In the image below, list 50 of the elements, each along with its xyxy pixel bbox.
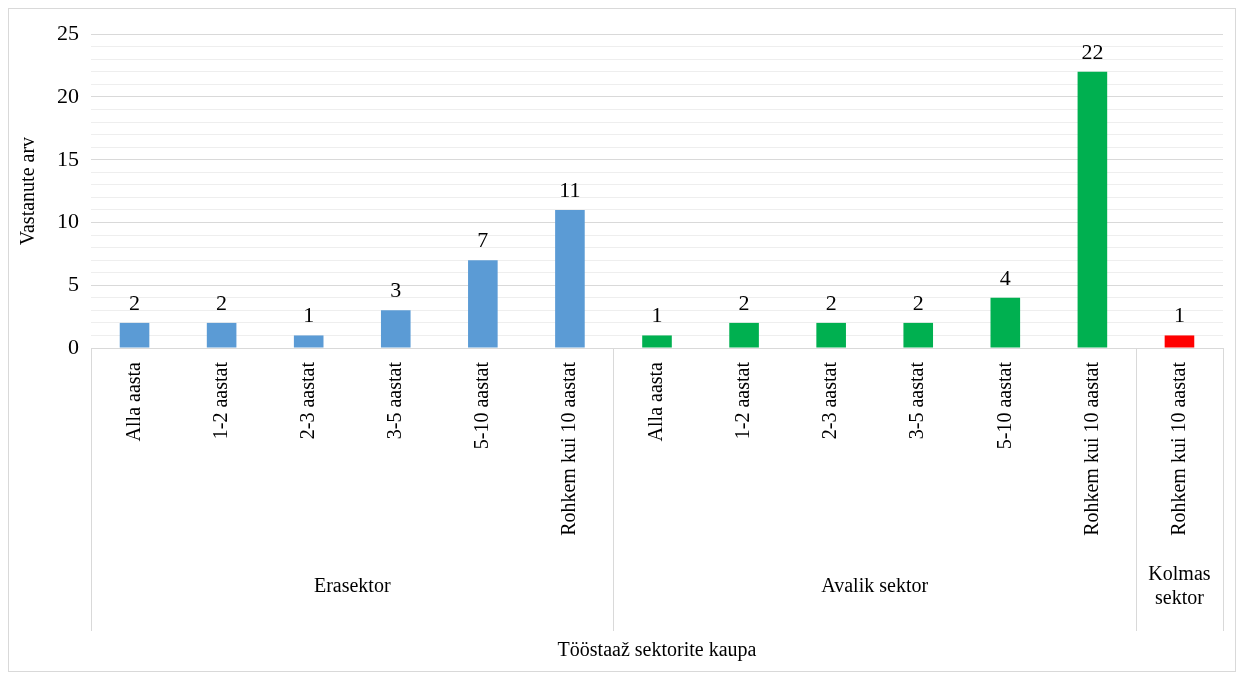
x-tick-label: 5-10 aastat [470,361,493,450]
bar [119,322,150,348]
x-tick-label: 1-2 aastat [731,361,754,440]
bar [1077,71,1108,348]
bar [1164,335,1195,348]
text: Avalik sektor [821,574,929,597]
bar [468,260,498,348]
data-label: 11 [559,176,581,202]
data-label: 2 [825,289,837,315]
data-label: 22 [1081,38,1104,64]
text: Tööstaaž sektorite kaupa [557,638,757,662]
x-tick-label: 2-3 aastat [818,361,841,440]
y-tick-label: 0 [68,333,79,359]
y-tick-label: 15 [57,145,79,171]
x-tick-label: Rohkem kui 10 aastat [1079,361,1102,536]
data-label: 1 [651,302,663,328]
y-tick-label: 10 [57,208,79,234]
y-axis-title: Vastanute arv [16,136,39,246]
x-tick-label: 2-3 aastat [295,361,318,440]
data-label: 1 [303,302,315,328]
y-tick-label: 25 [57,19,79,45]
bar [903,322,934,348]
x-tick-label: 3-5 aastat [383,361,406,440]
x-tick-label: 1-2 aastat [208,361,231,440]
data-label: 2 [129,289,141,315]
bar [206,322,237,348]
x-tick-label: Alla aasta [121,361,144,442]
text: Kolmas sektor [1148,562,1211,609]
y-tick-label: 5 [68,271,79,297]
bar [990,297,1021,348]
x-tick-label: Rohkem kui 10 aastat [1166,361,1189,536]
data-label: 7 [477,226,489,252]
x-tick-label: Alla aasta [644,361,667,442]
bar [293,335,324,348]
bar [642,335,672,348]
bar [380,310,411,348]
bar [816,322,846,348]
data-label: 2 [738,289,750,315]
bar [555,209,585,348]
x-tick-label: Rohkem kui 10 aastat [557,361,580,536]
x-tick-label: 5-10 aastat [992,361,1015,450]
y-tick-label: 20 [57,82,79,108]
data-label: 2 [216,289,228,315]
x-tick-label: 3-5 aastat [905,361,928,440]
data-label: 2 [912,289,924,315]
data-label: 4 [999,264,1011,290]
data-label: 1 [1173,302,1185,328]
bar [729,322,759,348]
data-label: 3 [390,277,402,303]
text: Erasektor [313,574,391,597]
